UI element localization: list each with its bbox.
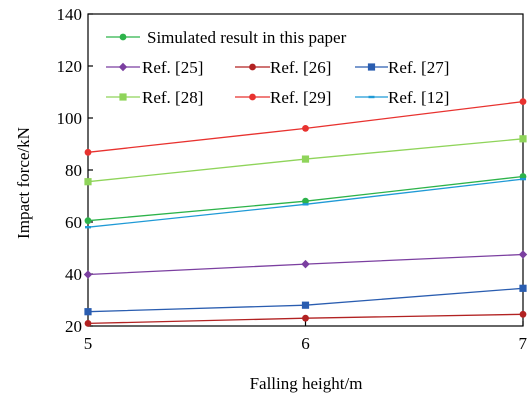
legend: Simulated result in this paper Ref. [25] R… [106, 28, 449, 107]
legend-marker [249, 63, 256, 71]
legend-entry: Ref. [26] [235, 58, 331, 77]
x-tick-label: 5 [84, 334, 93, 353]
x-axis-label: Falling height/m [250, 374, 363, 393]
y-tick-label: 140 [57, 5, 83, 24]
legend-entry: Ref. [27] [355, 58, 449, 77]
y-tick-label: 100 [57, 109, 83, 128]
y-axis-label: Impact force/kN [14, 127, 33, 239]
legend-label: Ref. [12] [388, 88, 449, 107]
data-point [301, 301, 310, 309]
legend-entry: Ref. [28] [106, 88, 203, 107]
data-point [301, 259, 310, 269]
legend-label: Ref. [29] [270, 88, 331, 107]
series-1 [83, 250, 528, 279]
data-point [84, 308, 92, 316]
data-point [302, 197, 309, 205]
legend-entry: Simulated result in this paper [106, 28, 347, 47]
y-tick-label: 40 [65, 265, 82, 284]
series-layer [83, 98, 528, 327]
data-point [302, 124, 309, 132]
legend-label: Ref. [28] [142, 88, 203, 107]
series-6 [85, 177, 526, 229]
legend-entry: Ref. [12] [355, 88, 449, 107]
data-point [519, 310, 527, 318]
data-point [84, 217, 92, 225]
y-tick-label: 120 [57, 57, 83, 76]
data-point [519, 98, 527, 106]
x-tick-label: 7 [519, 334, 528, 353]
legend-marker [119, 33, 127, 41]
legend-marker [249, 93, 256, 101]
y-tick-label: 60 [65, 213, 82, 232]
legend-entry: Ref. [25] [106, 58, 203, 77]
legend-label: Ref. [26] [270, 58, 331, 77]
legend-marker [119, 93, 127, 101]
legend-label: Simulated result in this paper [147, 28, 347, 47]
data-point [519, 284, 527, 292]
y-tick-label: 20 [65, 317, 82, 336]
x-tick-label: 6 [301, 334, 310, 353]
data-point [301, 155, 310, 163]
series-5 [84, 98, 527, 156]
legend-marker [367, 63, 376, 71]
data-point [84, 178, 92, 186]
legend-marker [118, 62, 128, 72]
data-point [84, 148, 92, 156]
series-0 [84, 173, 527, 225]
legend-label: Ref. [27] [388, 58, 449, 77]
legend-entry: Ref. [29] [235, 88, 331, 107]
data-point [518, 250, 528, 259]
y-tick-label: 80 [65, 161, 82, 180]
y-axis: 20 40 60 80 100 120 140 [57, 5, 93, 336]
series-2 [84, 310, 527, 327]
data-point [302, 314, 309, 322]
data-point [84, 320, 92, 327]
data-point [519, 135, 527, 143]
series-3 [84, 284, 527, 316]
data-point [83, 270, 93, 279]
series-4 [84, 135, 527, 186]
legend-label: Ref. [25] [142, 58, 203, 77]
